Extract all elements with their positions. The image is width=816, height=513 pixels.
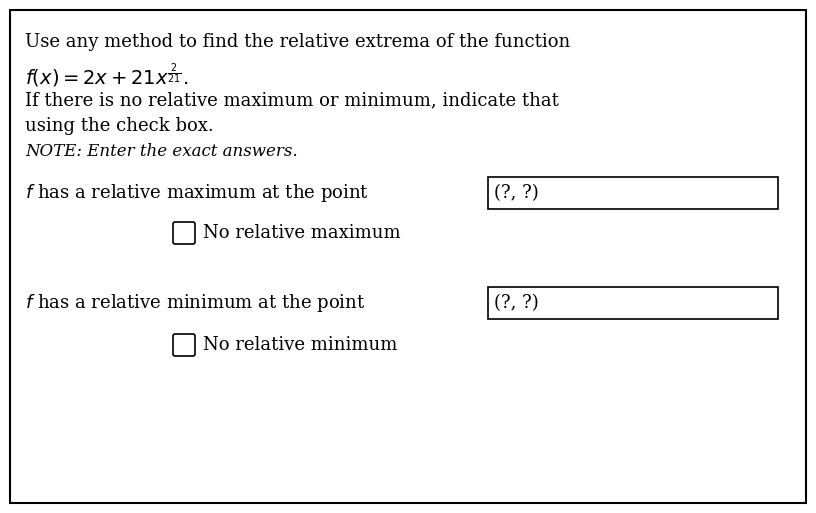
- FancyBboxPatch shape: [173, 222, 195, 244]
- FancyBboxPatch shape: [488, 177, 778, 209]
- FancyBboxPatch shape: [10, 10, 806, 503]
- Text: $f(x) = 2x + 21x^{\frac{2}{21}}.$: $f(x) = 2x + 21x^{\frac{2}{21}}.$: [25, 61, 188, 90]
- Text: Use any method to find the relative extrema of the function: Use any method to find the relative extr…: [25, 33, 570, 51]
- Text: (?, ?): (?, ?): [494, 294, 539, 312]
- FancyBboxPatch shape: [488, 287, 778, 319]
- Text: No relative maximum: No relative maximum: [203, 224, 401, 242]
- FancyBboxPatch shape: [173, 334, 195, 356]
- Text: $f$ has a relative maximum at the point: $f$ has a relative maximum at the point: [25, 182, 369, 204]
- Text: NOTE: Enter the exact answers.: NOTE: Enter the exact answers.: [25, 143, 298, 160]
- Text: If there is no relative maximum or minimum, indicate that: If there is no relative maximum or minim…: [25, 91, 559, 109]
- Text: using the check box.: using the check box.: [25, 117, 214, 135]
- Text: $f$ has a relative minimum at the point: $f$ has a relative minimum at the point: [25, 292, 366, 314]
- Text: No relative minimum: No relative minimum: [203, 336, 397, 354]
- Text: (?, ?): (?, ?): [494, 184, 539, 202]
